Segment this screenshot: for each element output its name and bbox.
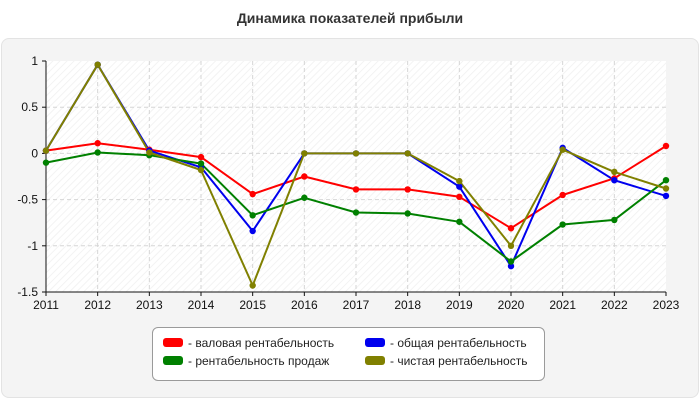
chart-title: Динамика показателей прибыли — [236, 10, 464, 26]
data-point-2 — [94, 149, 101, 156]
legend-item-gross: - валовая рентабельность — [163, 336, 334, 350]
data-point-3 — [301, 150, 308, 157]
data-point-0 — [352, 186, 360, 193]
axes — [42, 60, 667, 296]
data-point-0 — [662, 142, 670, 150]
y-tick-label: -0.5 — [17, 193, 38, 207]
data-point-3 — [352, 150, 360, 157]
x-tick-label: 2020 — [498, 298, 525, 312]
data-point-0 — [559, 191, 566, 199]
data-point-3 — [197, 166, 205, 174]
legend-swatch-blue — [365, 338, 385, 348]
x-tick-label: 2023 — [653, 298, 680, 312]
x-tick-label: 2012 — [84, 298, 111, 312]
legend-label: - общая рентабельность — [390, 336, 527, 350]
data-point-2 — [611, 216, 618, 224]
y-tick-label: 0 — [31, 146, 38, 160]
data-point-3 — [146, 149, 153, 156]
x-tick-label: 2016 — [291, 298, 318, 312]
data-point-2 — [456, 218, 463, 225]
data-point-3 — [94, 61, 101, 68]
x-tick-label: 2019 — [446, 298, 473, 312]
data-point-0 — [507, 225, 515, 232]
data-point-0 — [249, 190, 256, 198]
x-tick-label: 2013 — [136, 298, 163, 312]
data-point-2 — [197, 160, 205, 167]
data-point-1 — [662, 192, 670, 200]
data-point-3 — [611, 168, 618, 176]
data-point-2 — [662, 176, 670, 184]
data-point-3 — [249, 282, 256, 289]
data-point-3 — [507, 242, 515, 249]
data-point-0 — [197, 153, 205, 161]
legend-label: - рентабельность продаж — [188, 354, 330, 368]
data-point-1 — [611, 176, 618, 184]
data-point-2 — [507, 258, 515, 265]
legend-label: - чистая рентабельность — [390, 354, 528, 368]
legend: - валовая рентабельность - общая рентабе… — [152, 327, 545, 381]
y-tick-label: -1.5 — [17, 285, 38, 299]
data-point-2 — [559, 221, 566, 228]
data-point-0 — [404, 186, 411, 193]
data-point-3 — [42, 147, 50, 154]
data-point-0 — [94, 140, 101, 147]
x-tick-label: 2017 — [343, 298, 370, 312]
data-point-1 — [507, 262, 515, 270]
legend-swatch-olive — [365, 356, 385, 366]
y-tick-label: 0.5 — [21, 100, 38, 114]
x-tick-label: 2015 — [239, 298, 266, 312]
data-point-2 — [42, 159, 50, 166]
legend-item-net: - чистая рентабельность — [365, 354, 527, 368]
data-point-3 — [662, 185, 670, 192]
data-point-0 — [301, 173, 308, 180]
data-point-3 — [456, 177, 463, 185]
data-point-1 — [456, 183, 463, 190]
legend-label: - валовая рентабельность — [188, 336, 335, 350]
series-group — [42, 61, 670, 289]
grid-lines — [46, 61, 666, 292]
y-tick-label: 1 — [31, 54, 38, 68]
data-point-2 — [301, 194, 308, 201]
x-tick-label: 2021 — [549, 298, 576, 312]
x-tick-label: 2018 — [394, 298, 421, 312]
data-point-3 — [404, 150, 411, 157]
data-point-3 — [559, 146, 566, 153]
x-tick-label: 2014 — [188, 298, 215, 312]
data-point-0 — [456, 193, 463, 201]
x-tick-label: 2022 — [601, 298, 628, 312]
y-tick-label: -1 — [27, 239, 38, 253]
legend-swatch-red — [163, 338, 183, 348]
legend-swatch-green — [163, 356, 183, 366]
data-point-2 — [249, 212, 256, 219]
data-point-2 — [404, 210, 411, 217]
data-point-2 — [352, 209, 360, 216]
legend-item-total: - общая рентабельность — [365, 336, 527, 350]
x-tick-label: 2011 — [33, 298, 59, 312]
legend-item-sales: - рентабельность продаж — [163, 354, 329, 368]
data-point-1 — [249, 227, 256, 235]
